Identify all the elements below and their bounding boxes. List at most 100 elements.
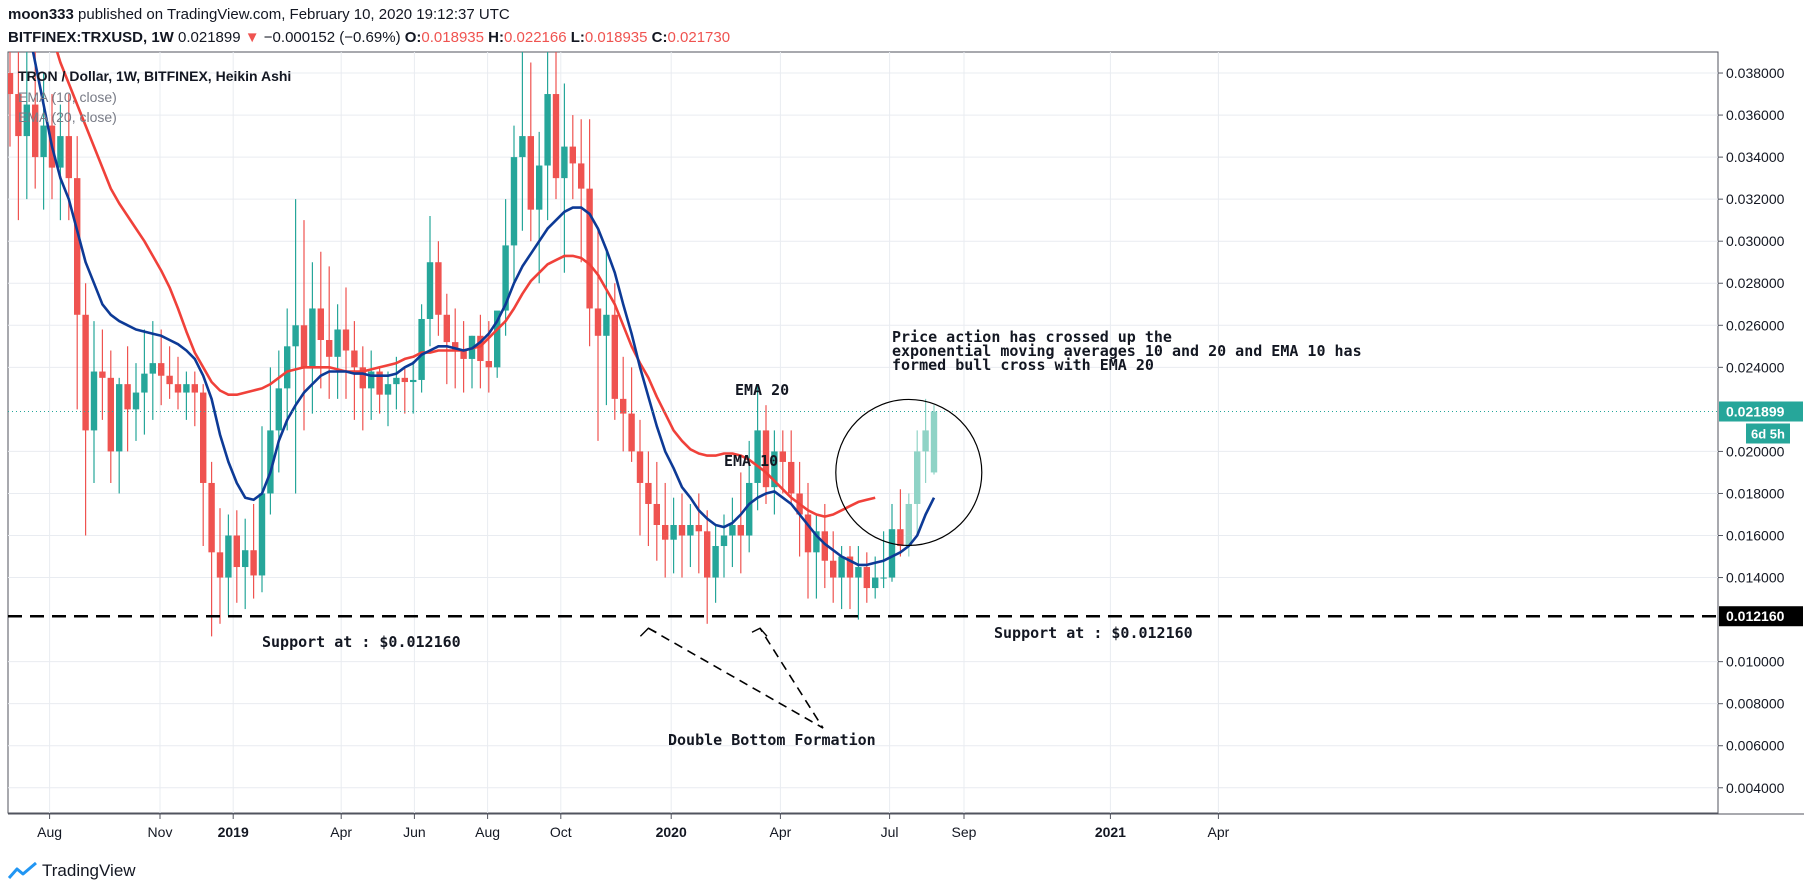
candle-body[interactable] bbox=[552, 94, 560, 179]
candle-body[interactable] bbox=[536, 165, 543, 210]
support-left-label[interactable]: Support at : $0.012160 bbox=[262, 633, 461, 651]
candle-body[interactable] bbox=[216, 552, 224, 578]
candle-body[interactable] bbox=[225, 535, 232, 578]
candle-body[interactable] bbox=[502, 245, 509, 311]
candle-body[interactable] bbox=[200, 392, 207, 483]
candle-body[interactable] bbox=[368, 371, 375, 389]
candle-body[interactable] bbox=[737, 524, 744, 536]
note-line-3[interactable]: formed bull cross with EMA 20 bbox=[892, 356, 1154, 374]
candle-body[interactable] bbox=[603, 314, 610, 336]
candle-body[interactable] bbox=[32, 104, 39, 158]
candle-body[interactable] bbox=[586, 188, 593, 309]
candle-body[interactable] bbox=[242, 550, 249, 568]
candle-body[interactable] bbox=[771, 451, 778, 488]
candle-body[interactable] bbox=[376, 371, 383, 395]
candle-body[interactable] bbox=[460, 350, 467, 359]
candle-body[interactable] bbox=[821, 531, 828, 561]
double-bottom-pattern[interactable] bbox=[648, 627, 824, 729]
candle-body[interactable] bbox=[284, 346, 291, 389]
candle-body[interactable] bbox=[855, 567, 862, 578]
candle-body[interactable] bbox=[779, 451, 786, 462]
candle-body[interactable] bbox=[704, 531, 711, 578]
ema20-line[interactable] bbox=[10, 0, 876, 518]
candle-body[interactable] bbox=[746, 482, 753, 536]
candle-body[interactable] bbox=[99, 371, 106, 378]
candle-body[interactable] bbox=[905, 503, 912, 547]
candle-body[interactable] bbox=[830, 560, 837, 578]
candle-body[interactable] bbox=[914, 451, 921, 504]
candle-body[interactable] bbox=[880, 577, 887, 579]
candle-body[interactable] bbox=[359, 367, 366, 389]
candle-body[interactable] bbox=[888, 529, 896, 578]
candle-body[interactable] bbox=[351, 350, 358, 368]
candle-body[interactable] bbox=[695, 524, 702, 532]
candle-body[interactable] bbox=[636, 451, 644, 483]
candle-body[interactable] bbox=[334, 329, 341, 357]
candle-body[interactable] bbox=[57, 136, 64, 168]
ema20-label[interactable]: EMA 20 bbox=[735, 381, 789, 399]
double-bottom-label[interactable]: Double Bottom Formation bbox=[668, 731, 876, 749]
candle-body[interactable] bbox=[754, 430, 761, 483]
candle-body[interactable] bbox=[930, 411, 938, 473]
candle-body[interactable] bbox=[410, 379, 417, 383]
candle-body[interactable] bbox=[183, 384, 190, 393]
candle-body[interactable] bbox=[838, 556, 845, 578]
candle-body[interactable] bbox=[15, 94, 22, 137]
candle-body[interactable] bbox=[309, 308, 316, 368]
candle-body[interactable] bbox=[788, 461, 795, 494]
candle-body[interactable] bbox=[435, 262, 442, 315]
candle-body[interactable] bbox=[191, 384, 198, 393]
candle-body[interactable] bbox=[326, 340, 333, 357]
candle-body[interactable] bbox=[65, 136, 72, 179]
ema10-line[interactable] bbox=[10, 0, 936, 567]
candle-body[interactable] bbox=[124, 384, 131, 410]
candle-body[interactable] bbox=[107, 377, 114, 452]
candle-body[interactable] bbox=[712, 546, 719, 578]
candle-body[interactable] bbox=[678, 524, 686, 536]
candle-body[interactable] bbox=[813, 531, 820, 553]
candle-body[interactable] bbox=[401, 377, 408, 383]
candle-body[interactable] bbox=[418, 318, 425, 380]
ema20-legend[interactable]: EMA (20, close) bbox=[18, 109, 117, 125]
candle-body[interactable] bbox=[82, 314, 89, 431]
candle-body[interactable] bbox=[300, 325, 308, 368]
candle-body[interactable] bbox=[527, 136, 534, 210]
candle-body[interactable] bbox=[426, 262, 434, 319]
candle-body[interactable] bbox=[233, 535, 240, 568]
candle-body[interactable] bbox=[40, 125, 47, 158]
candle-body[interactable] bbox=[804, 514, 812, 553]
candle-body[interactable] bbox=[569, 146, 576, 164]
candle-body[interactable] bbox=[762, 430, 770, 488]
candle-body[interactable] bbox=[292, 325, 299, 347]
candle-body[interactable] bbox=[510, 157, 518, 246]
candle-body[interactable] bbox=[594, 308, 602, 336]
note-line-1[interactable]: Price action has crossed up the bbox=[892, 328, 1172, 346]
candle-body[interactable] bbox=[485, 361, 492, 368]
candle-body[interactable] bbox=[141, 373, 148, 393]
candle-body[interactable] bbox=[342, 329, 350, 351]
candle-body[interactable] bbox=[670, 524, 677, 540]
candle-body[interactable] bbox=[275, 388, 282, 431]
candle-body[interactable] bbox=[393, 377, 400, 385]
footer-brand[interactable]: TradingView bbox=[8, 861, 136, 881]
candle-body[interactable] bbox=[494, 310, 501, 368]
candle-body[interactable] bbox=[158, 363, 165, 376]
candle-body[interactable] bbox=[116, 384, 123, 452]
candle-body[interactable] bbox=[519, 136, 526, 158]
candle-body[interactable] bbox=[174, 384, 182, 393]
candle-body[interactable] bbox=[132, 392, 140, 410]
symbol-label[interactable]: BITFINEX:TRXUSD, 1W bbox=[8, 29, 174, 46]
candle-body[interactable] bbox=[384, 384, 392, 395]
candle-body[interactable] bbox=[645, 482, 652, 504]
candle-body[interactable] bbox=[611, 314, 618, 399]
candle-body[interactable] bbox=[863, 567, 870, 589]
candle-body[interactable] bbox=[166, 375, 173, 385]
candle-body[interactable] bbox=[23, 104, 30, 137]
highlight-circle[interactable] bbox=[835, 398, 983, 547]
candle-body[interactable] bbox=[477, 335, 484, 362]
candle-body[interactable] bbox=[258, 493, 266, 576]
candle-body[interactable] bbox=[687, 524, 694, 536]
candle-body[interactable] bbox=[250, 550, 257, 576]
candle-body[interactable] bbox=[620, 398, 627, 414]
